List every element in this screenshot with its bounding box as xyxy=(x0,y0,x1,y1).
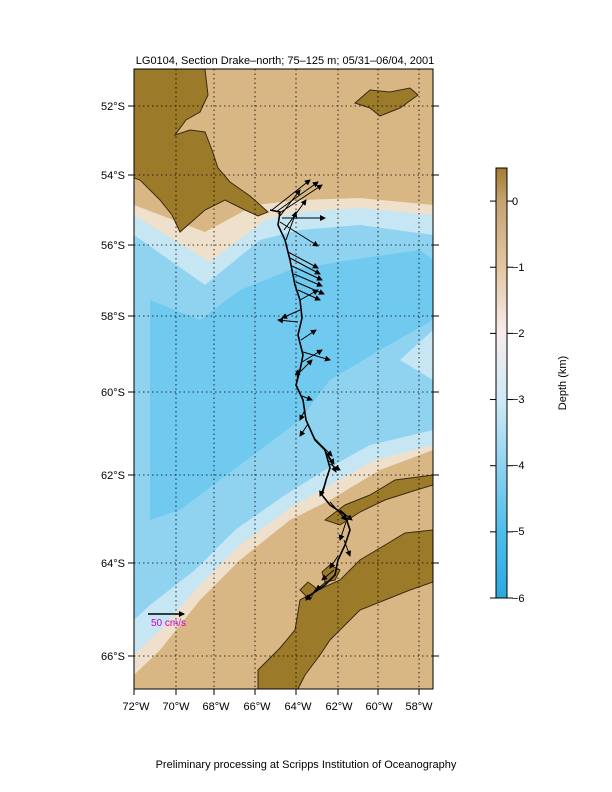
south-shetland-islands-land xyxy=(323,474,433,526)
velocity-vector xyxy=(338,521,347,541)
falkland-islands-land xyxy=(354,87,419,117)
deep-basin xyxy=(150,250,433,520)
velocity-vector xyxy=(299,423,309,437)
colorbar-tick-label: 0 xyxy=(512,196,518,208)
velocity-vector xyxy=(294,369,301,383)
velocity-vector xyxy=(285,211,298,241)
velocity-vector xyxy=(301,395,313,401)
velocity-vector xyxy=(321,569,335,581)
lon-tick-label: 66°W xyxy=(243,701,271,713)
colorbar-tick-label: −6 xyxy=(512,593,525,605)
lat-tick-label: 54°S xyxy=(101,170,125,182)
lat-tick-label: 66°S xyxy=(101,651,125,663)
velocity-vector xyxy=(289,257,321,275)
lon-tick-label: 62°W xyxy=(325,701,353,713)
velocity-vector xyxy=(299,409,306,421)
lat-tick-label: 58°S xyxy=(101,311,125,323)
lat-tick-label: 60°S xyxy=(101,387,125,399)
scale-vector-label: 50 cm/s xyxy=(151,618,186,629)
velocity-vector xyxy=(299,289,319,301)
ship-track xyxy=(269,209,351,599)
colorbar-label: Depth (km) xyxy=(557,356,569,410)
velocity-vector xyxy=(301,349,323,363)
antarctic-peninsula-land xyxy=(257,529,433,689)
velocity-vector xyxy=(343,539,352,557)
south-america-land xyxy=(134,69,269,233)
velocity-vector xyxy=(291,265,323,281)
velocity-vectors xyxy=(271,179,353,601)
velocity-vector xyxy=(319,481,327,497)
colorbar-scale xyxy=(495,167,508,599)
lon-tick-label: 58°W xyxy=(405,701,433,713)
lat-tick-label: 62°S xyxy=(101,470,125,482)
graticule xyxy=(134,69,433,689)
colorbar-tick-label: −3 xyxy=(512,394,525,406)
velocity-vector xyxy=(275,181,319,213)
velocity-vector xyxy=(329,463,341,471)
lat-tick-label: 52°S xyxy=(101,101,125,113)
lat-tick-label: 56°S xyxy=(101,240,125,252)
colorbar-tick-label: −4 xyxy=(512,460,525,472)
velocity-vector xyxy=(339,509,353,521)
map-title: LG0104, Section Drake–north; 75–125 m; 0… xyxy=(136,55,434,67)
velocity-vector xyxy=(281,309,301,319)
velocity-vector xyxy=(299,359,313,373)
colorbar-tick-label: −1 xyxy=(512,262,525,274)
velocity-vector xyxy=(329,501,347,521)
lon-tick-label: 64°W xyxy=(284,701,312,713)
colorbar: 0 −1 −2 −3 −4 −5 −6 Depth (km) xyxy=(490,167,569,605)
map-area xyxy=(134,69,433,689)
lon-tick-label: 60°W xyxy=(365,701,393,713)
lon-tick-label: 70°W xyxy=(162,701,190,713)
velocity-vector xyxy=(302,351,331,362)
colorbar-tick-label: −5 xyxy=(512,526,525,538)
velocity-vector xyxy=(295,281,325,295)
velocity-vector xyxy=(271,179,311,211)
velocity-vector xyxy=(293,273,323,287)
velocity-vector xyxy=(277,317,299,324)
velocity-vector xyxy=(329,555,339,569)
velocity-vector xyxy=(287,251,319,269)
colorbar-tick-label: −2 xyxy=(512,328,525,340)
lon-tick-label: 68°W xyxy=(202,701,230,713)
lat-tick-label: 64°S xyxy=(101,558,125,570)
footer-credit: Preliminary processing at Scripps Instit… xyxy=(156,759,457,771)
velocity-vector xyxy=(279,189,301,217)
velocity-vector xyxy=(305,589,317,601)
map-frame xyxy=(133,68,434,690)
velocity-vector xyxy=(300,329,317,341)
velocity-vector xyxy=(315,581,327,591)
lon-tick-label: 72°W xyxy=(122,701,150,713)
